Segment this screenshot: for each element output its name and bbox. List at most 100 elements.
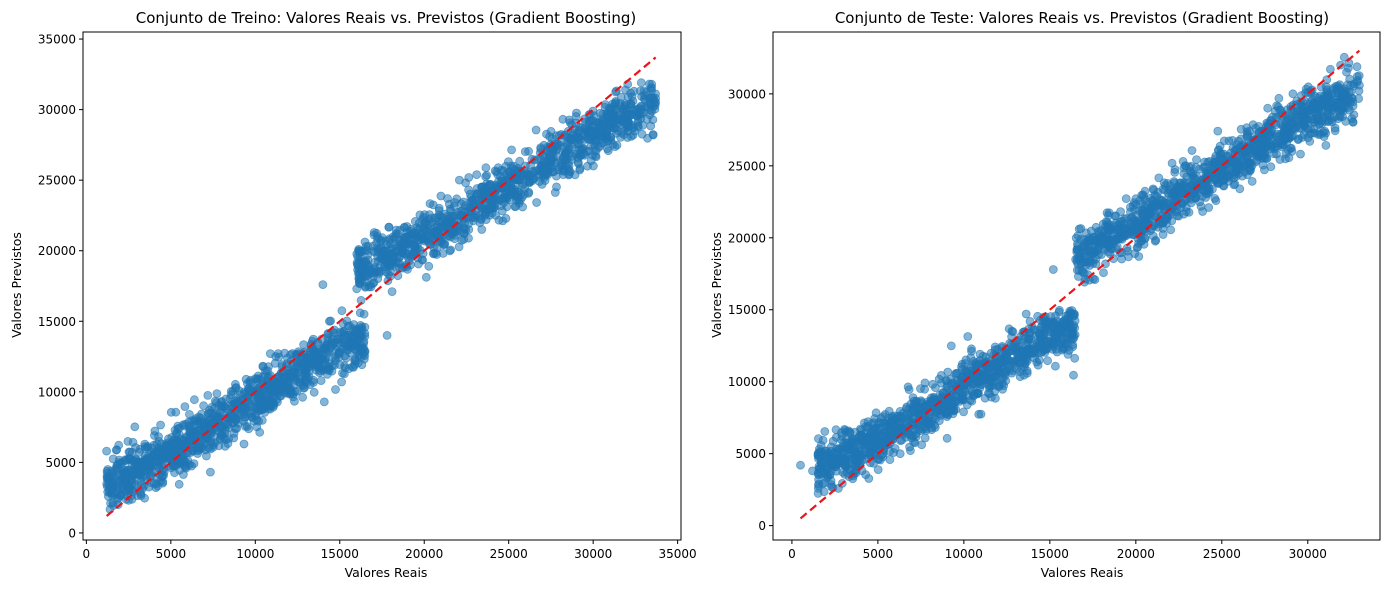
train-point bbox=[525, 177, 534, 187]
train-point bbox=[289, 365, 299, 374]
train-point bbox=[203, 390, 213, 400]
test-point bbox=[930, 420, 939, 430]
train-point bbox=[258, 361, 268, 371]
train-point bbox=[124, 470, 134, 480]
train-reference-line bbox=[105, 56, 657, 517]
test-point bbox=[1284, 153, 1294, 163]
train-point bbox=[507, 145, 517, 155]
train-point bbox=[452, 210, 462, 220]
train-y-tick-label: 15000 bbox=[38, 315, 76, 329]
train-point bbox=[337, 334, 347, 344]
test-point bbox=[834, 444, 844, 453]
train-point bbox=[625, 111, 635, 120]
train-point bbox=[104, 479, 113, 489]
test-point bbox=[813, 488, 823, 498]
train-point bbox=[114, 478, 124, 488]
train-point bbox=[274, 371, 284, 381]
train-point bbox=[189, 395, 199, 405]
train-point bbox=[571, 112, 581, 121]
test-point bbox=[885, 455, 895, 465]
train-point bbox=[228, 387, 238, 396]
test-point bbox=[821, 469, 830, 479]
train-point bbox=[355, 308, 365, 318]
train-point bbox=[324, 359, 334, 369]
test-point bbox=[1134, 252, 1144, 261]
test-point bbox=[1081, 228, 1091, 238]
train-point bbox=[602, 126, 611, 136]
train-point bbox=[363, 271, 373, 281]
train-point bbox=[104, 492, 113, 501]
test-point bbox=[820, 427, 830, 436]
train-x-tick-label: 15000 bbox=[321, 547, 359, 561]
test-chart-title: Conjunto de Teste: Valores Reais vs. Pre… bbox=[835, 9, 1329, 27]
train-x-tick-label: 35000 bbox=[659, 547, 697, 561]
train-point bbox=[292, 386, 302, 396]
train-point bbox=[123, 436, 133, 446]
train-point bbox=[149, 478, 159, 488]
train-point bbox=[205, 467, 215, 477]
train-point bbox=[612, 140, 622, 150]
test-y-axis: 0 5000 10000 15000 20000 25000 30000 bbox=[728, 87, 773, 533]
test-point bbox=[1202, 166, 1211, 176]
train-point bbox=[438, 248, 448, 258]
train-point bbox=[611, 105, 621, 114]
train-point bbox=[271, 352, 281, 361]
train-point bbox=[266, 385, 276, 395]
test-point bbox=[1064, 345, 1074, 355]
train-x-axis-label: Valores Reais bbox=[345, 565, 428, 580]
test-point bbox=[1113, 225, 1122, 235]
test-point bbox=[1140, 223, 1150, 233]
train-point bbox=[580, 150, 590, 160]
test-point bbox=[1267, 140, 1277, 150]
train-point bbox=[616, 132, 625, 142]
train-point bbox=[232, 423, 242, 433]
train-point bbox=[264, 404, 273, 413]
test-point bbox=[1134, 238, 1143, 248]
test-point bbox=[1235, 160, 1244, 170]
test-point bbox=[993, 366, 1002, 376]
test-point bbox=[1142, 200, 1152, 210]
train-point bbox=[548, 146, 558, 156]
train-point bbox=[492, 167, 501, 177]
train-point bbox=[561, 154, 570, 164]
train-point bbox=[573, 157, 583, 167]
train-point bbox=[348, 362, 357, 372]
train-point bbox=[337, 306, 347, 316]
train-point bbox=[193, 449, 203, 458]
test-x-tick-label: 10000 bbox=[945, 547, 983, 561]
train-point bbox=[421, 272, 431, 282]
train-point bbox=[487, 201, 497, 211]
test-point bbox=[1050, 318, 1059, 328]
test-point bbox=[820, 478, 830, 488]
train-point bbox=[636, 78, 646, 88]
train-point bbox=[414, 259, 423, 269]
train-point bbox=[472, 170, 482, 180]
test-point bbox=[942, 433, 952, 443]
train-point bbox=[357, 263, 367, 273]
test-point bbox=[1079, 251, 1089, 261]
test-point bbox=[1209, 161, 1219, 171]
test-point bbox=[1335, 112, 1345, 121]
train-point bbox=[317, 355, 327, 365]
test-point bbox=[896, 411, 905, 421]
train-y-tick-label: 0 bbox=[68, 526, 76, 540]
test-reference-line bbox=[799, 49, 1361, 520]
train-point bbox=[339, 369, 349, 379]
train-point bbox=[434, 203, 444, 213]
test-point bbox=[1174, 182, 1184, 192]
train-y-axis: 0 5000 10000 15000 20000 25000 30000 35000 bbox=[38, 33, 83, 540]
train-point bbox=[642, 114, 652, 124]
test-point bbox=[1330, 126, 1340, 136]
test-point bbox=[1121, 194, 1131, 204]
train-point bbox=[166, 463, 176, 473]
test-point bbox=[1015, 372, 1025, 382]
test-point bbox=[1040, 347, 1050, 357]
test-point bbox=[844, 464, 854, 474]
test-point bbox=[837, 435, 846, 445]
test-point bbox=[863, 417, 873, 427]
test-point bbox=[1262, 118, 1272, 128]
test-point bbox=[1124, 252, 1133, 262]
test-point bbox=[909, 437, 918, 447]
test-point bbox=[1115, 217, 1125, 227]
